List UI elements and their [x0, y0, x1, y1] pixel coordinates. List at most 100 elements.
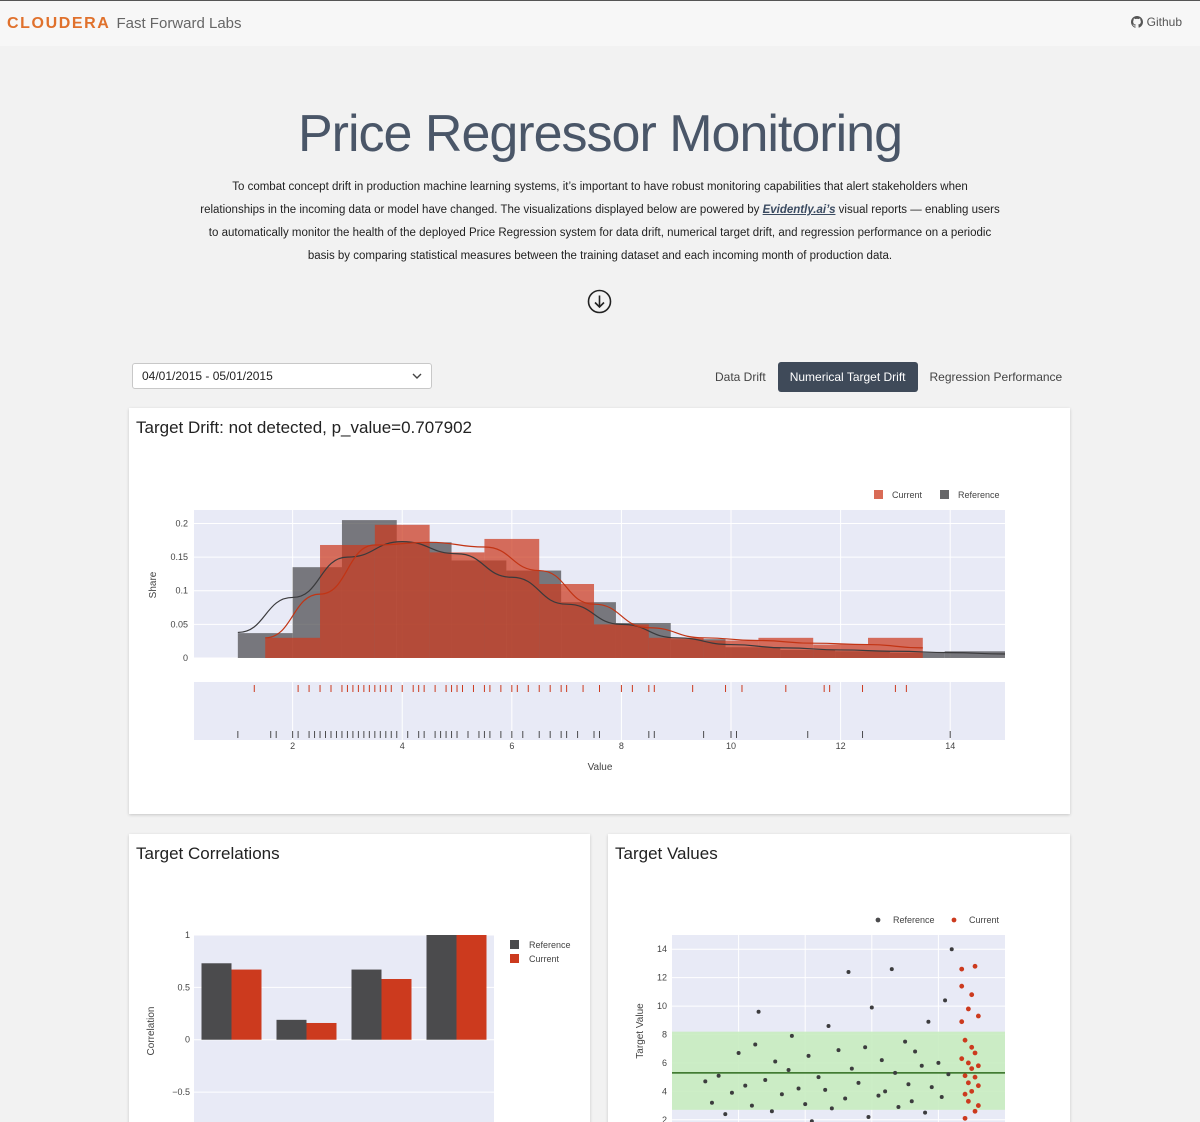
reference-point — [939, 1095, 944, 1100]
reference-point — [896, 1104, 901, 1109]
reference-point — [786, 1068, 791, 1073]
legend-reference-dot — [875, 917, 881, 923]
histogram-y-label: Share — [148, 571, 159, 598]
reference-point — [709, 1100, 714, 1105]
current-point — [962, 1073, 968, 1079]
github-icon — [1130, 15, 1143, 28]
brand-logo[interactable]: CLOUDERA Fast Forward Labs — [7, 15, 242, 33]
reference-point — [856, 1080, 861, 1085]
current-bar — [320, 544, 375, 658]
reference-point — [929, 1085, 934, 1090]
scroll-down-button[interactable] — [587, 289, 612, 314]
values-y-ticks: 2 4 6 8 10 12 14 — [657, 944, 667, 1122]
reference-density-line — [237, 541, 1006, 655]
page-title: Price Regressor Monitoring — [297, 105, 903, 163]
tab-numerical-target-drift[interactable]: Numerical Target Drift — [777, 362, 918, 392]
reference-point — [743, 1083, 748, 1088]
current-point — [962, 1037, 968, 1043]
reference-point — [903, 1039, 908, 1044]
current-point — [965, 1098, 971, 1104]
correlations-y-label: Correlation — [146, 1007, 157, 1056]
tab-regression-performance[interactable]: Regression Performance — [929, 370, 1063, 384]
github-link[interactable]: Github — [1130, 14, 1182, 29]
legend-current-label: Current — [969, 915, 1000, 925]
current-correlation-bar — [456, 935, 487, 1040]
current-correlation-bar — [306, 1022, 337, 1040]
reference-point — [753, 1042, 758, 1047]
std-band — [672, 1031, 1005, 1110]
reference-point — [889, 967, 894, 972]
current-correlation-bar — [381, 978, 412, 1040]
reference-point — [796, 1086, 801, 1091]
reference-point — [736, 1050, 741, 1055]
current-bar — [374, 524, 430, 658]
x-tick-label: 10 — [726, 741, 736, 751]
y-tick-label: 0.1 — [175, 586, 188, 596]
histogram-x-label: Value — [588, 762, 613, 773]
legend-reference-label: Reference — [529, 940, 571, 950]
reference-point — [846, 969, 851, 974]
correlation-bars — [201, 935, 487, 1040]
date-range-select[interactable]: 04/01/2015 - 05/01/2015 — [132, 363, 432, 389]
target-values-title: Target Values — [615, 844, 718, 863]
current-point — [959, 966, 965, 972]
reference-point — [949, 947, 954, 952]
report-tabs: Data Drift Numerical Target Drift Regres… — [703, 362, 1074, 392]
reference-point — [749, 1103, 754, 1108]
reference-correlation-bar — [351, 969, 382, 1040]
current-density-line — [265, 541, 923, 649]
description-part-1: To combat concept drift in production ma… — [200, 181, 968, 216]
target-values-card: Target Values 2 4 6 8 10 12 14 Target Value Re… — [608, 834, 1070, 1122]
current-point — [972, 1074, 978, 1080]
current-bar — [265, 637, 321, 658]
reference-point — [789, 1033, 794, 1038]
legend-current-swatch — [510, 954, 519, 963]
reference-point — [943, 998, 948, 1003]
x-tick-label: 12 — [836, 741, 846, 751]
current-point — [969, 1088, 975, 1094]
target-drift-title: Target Drift: not detected, p_value=0.70… — [136, 418, 472, 437]
reference-point — [723, 1112, 728, 1117]
github-label: Github — [1146, 14, 1182, 29]
description-part-2: visual reports — enabling users to autom… — [208, 204, 1000, 262]
reference-point — [836, 1048, 841, 1053]
reference-correlation-bar — [276, 1019, 307, 1040]
x-tick-label: 4 — [400, 741, 405, 751]
y-tick-label: 0.05 — [170, 619, 188, 629]
reference-point — [883, 1089, 888, 1094]
reference-correlation-bar — [201, 963, 232, 1040]
current-point — [959, 983, 965, 989]
current-correlation-bar — [231, 969, 262, 1040]
current-bar — [648, 637, 704, 658]
legend-reference-label: Reference — [958, 490, 1000, 500]
legend-current-dot — [951, 917, 957, 923]
reference-point — [906, 1082, 911, 1087]
y-tick-label: 0 — [183, 653, 188, 663]
reference-point — [893, 1070, 898, 1075]
tab-data-drift[interactable]: Data Drift — [715, 370, 766, 384]
x-tick-label: 6 — [509, 741, 514, 751]
current-point — [969, 1066, 975, 1072]
reference-point — [826, 1023, 831, 1028]
y-tick-label: 1 — [185, 930, 190, 940]
reference-point — [849, 1066, 854, 1071]
reference-point — [936, 1060, 941, 1065]
y-tick-label: 10 — [657, 1001, 667, 1011]
reference-point — [843, 1096, 848, 1101]
current-point — [975, 1083, 981, 1089]
current-point — [972, 1050, 978, 1056]
current-point — [975, 1013, 981, 1019]
current-bar — [484, 538, 540, 658]
current-point — [969, 992, 975, 998]
y-tick-label: 6 — [662, 1058, 667, 1068]
y-tick-label: 0.15 — [170, 552, 188, 562]
evidently-link[interactable]: Evidently.ai’s — [762, 204, 836, 216]
reference-point — [866, 1114, 871, 1119]
target-drift-card: Target Drift: not detected, p_value=0.70… — [129, 408, 1070, 814]
histogram-bars — [237, 520, 1005, 658]
reference-point — [816, 1075, 821, 1080]
current-point — [959, 1056, 965, 1062]
current-point — [965, 1006, 971, 1012]
current-point — [962, 1091, 968, 1097]
current-point — [975, 1063, 981, 1069]
